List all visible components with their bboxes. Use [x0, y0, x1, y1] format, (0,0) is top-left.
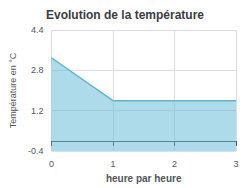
svg-text:-0.4: -0.4 — [28, 146, 44, 156]
svg-text:2.8: 2.8 — [31, 65, 44, 75]
svg-text:0: 0 — [49, 159, 54, 169]
svg-text:heure par heure: heure par heure — [106, 173, 182, 184]
svg-text:Température en °C: Température en °C — [8, 52, 18, 128]
svg-text:1: 1 — [110, 159, 115, 169]
svg-text:4.4: 4.4 — [31, 25, 44, 35]
svg-text:Evolution de la température: Evolution de la température — [46, 8, 204, 22]
svg-text:2: 2 — [172, 159, 177, 169]
svg-text:1.2: 1.2 — [31, 106, 44, 116]
svg-text:3: 3 — [233, 159, 238, 169]
